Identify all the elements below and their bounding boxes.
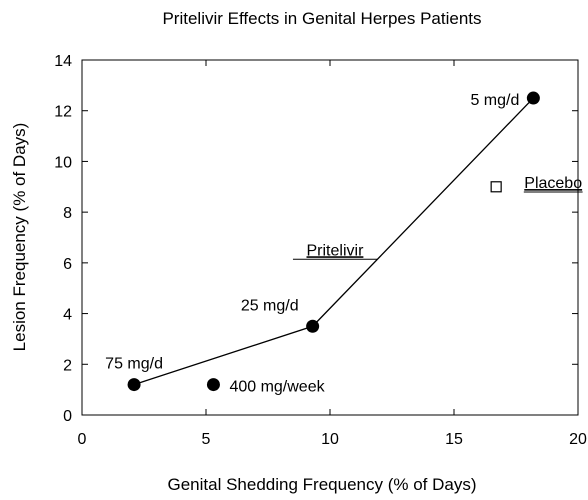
- point-label: 25 mg/d: [241, 297, 299, 314]
- x-axis-label: Genital Shedding Frequency (% of Days): [168, 475, 477, 494]
- data-points: [127, 91, 540, 392]
- annotation-label: Placebo: [524, 175, 582, 192]
- y-tick-label: 6: [63, 256, 72, 273]
- axis-ticks: 0 5 10 15 20 0 2 4 6 8 10 12 14: [54, 53, 587, 448]
- y-axis-label: Lesion Frequency (% of Days): [10, 123, 29, 352]
- data-point-square: [490, 181, 502, 193]
- y-tick-label: 8: [63, 205, 72, 222]
- data-point-circle: [306, 319, 320, 333]
- x-tick-label: 0: [78, 431, 87, 448]
- point-labels: 75 mg/d 25 mg/d 5 mg/d 400 mg/week: [105, 92, 519, 396]
- x-tick-label: 10: [321, 431, 339, 448]
- point-label: 5 mg/d: [470, 92, 519, 109]
- y-tick-label: 12: [54, 104, 72, 121]
- y-tick-label: 0: [63, 408, 72, 425]
- y-tick-label: 4: [63, 307, 72, 324]
- y-tick-label: 14: [54, 53, 72, 70]
- point-label: 75 mg/d: [105, 356, 163, 373]
- y-tick-label: 10: [54, 154, 72, 171]
- annotations: Pritelivir Placebo: [292, 175, 583, 260]
- y-tick-label: 2: [63, 357, 72, 374]
- x-tick-label: 5: [202, 431, 211, 448]
- data-point-circle: [127, 378, 141, 392]
- annotation-label: Pritelivir: [307, 242, 365, 259]
- point-label: 400 mg/week: [229, 379, 325, 396]
- data-point-circle: [526, 91, 540, 105]
- chart-title: Pritelivir Effects in Genital Herpes Pat…: [162, 9, 481, 28]
- x-tick-label: 20: [569, 431, 587, 448]
- data-point-circle: [206, 378, 220, 392]
- x-tick-label: 15: [445, 431, 463, 448]
